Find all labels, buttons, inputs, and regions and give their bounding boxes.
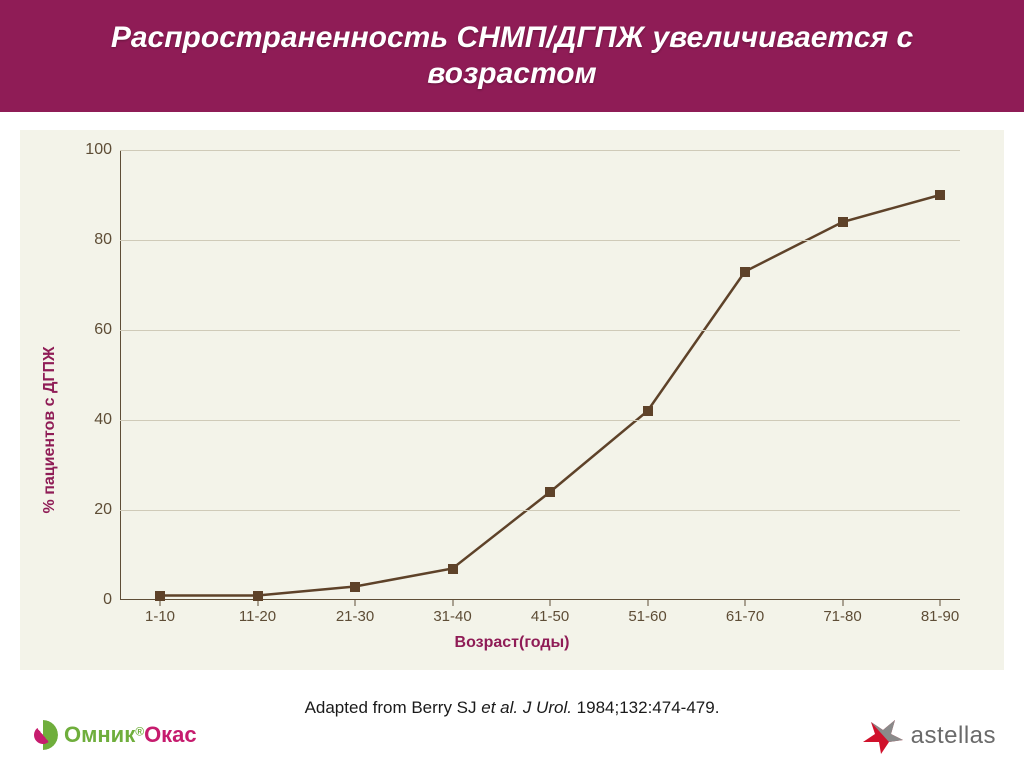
citation-suffix: 1984;132:474-479. [572, 698, 719, 717]
title-bar: Распространенность СНМП/ДГПЖ увеличивает… [0, 0, 1024, 112]
x-tick-mark [745, 600, 746, 606]
x-tick-mark [160, 600, 161, 606]
data-point-marker [448, 564, 458, 574]
plot-area: 0204060801001-1011-2021-3031-4041-5051-6… [120, 150, 960, 600]
data-point-marker [838, 217, 848, 227]
data-point-marker [350, 582, 360, 592]
x-tick-label: 61-70 [726, 608, 764, 625]
x-tick-label: 41-50 [531, 608, 569, 625]
y-tick-label: 40 [82, 411, 112, 429]
x-tick-label: 81-90 [921, 608, 959, 625]
data-point-marker [740, 267, 750, 277]
x-tick-label: 21-30 [336, 608, 374, 625]
omnic-logo-text: Омник®Окас [64, 722, 197, 748]
x-tick-label: 71-80 [823, 608, 861, 625]
y-tick-label: 60 [82, 321, 112, 339]
omnic-part2: Окас [144, 722, 197, 747]
footer: Adapted from Berry SJ et al. J Urol. 198… [0, 676, 1024, 768]
x-tick-label: 11-20 [239, 608, 276, 625]
citation: Adapted from Berry SJ et al. J Urol. 198… [0, 698, 1024, 718]
astellas-text: astellas [911, 722, 996, 750]
citation-italic: et al. J Urol. [481, 698, 572, 717]
x-tick-label: 1-10 [145, 608, 175, 625]
gridline [120, 330, 960, 331]
x-tick-mark [257, 600, 258, 606]
astellas-logo: astellas [861, 718, 996, 754]
chart-line [120, 150, 960, 600]
y-tick-label: 0 [82, 591, 112, 609]
data-point-marker [545, 487, 555, 497]
omnic-swirl-icon [28, 720, 58, 750]
data-point-marker [643, 406, 653, 416]
omnic-logo: Омник®Окас [28, 720, 197, 750]
x-tick-mark [452, 600, 453, 606]
omnic-reg: ® [135, 725, 144, 739]
x-tick-mark [647, 600, 648, 606]
y-tick-label: 20 [82, 501, 112, 519]
data-point-marker [935, 190, 945, 200]
gridline [120, 150, 960, 151]
x-tick-label: 31-40 [433, 608, 471, 625]
x-tick-mark [355, 600, 356, 606]
chart-panel: % пациентов с ДГПЖ 0204060801001-1011-20… [20, 130, 1004, 670]
slide: Распространенность СНМП/ДГПЖ увеличивает… [0, 0, 1024, 768]
y-tick-label: 80 [82, 231, 112, 249]
x-tick-mark [842, 600, 843, 606]
x-tick-mark [940, 600, 941, 606]
data-point-marker [155, 591, 165, 601]
x-axis-label: Возраст(годы) [20, 634, 1004, 652]
data-point-marker [253, 591, 263, 601]
y-axis-label: % пациентов с ДГПЖ [41, 347, 59, 514]
x-tick-label: 51-60 [628, 608, 666, 625]
gridline [120, 420, 960, 421]
omnic-part1: Омник [64, 722, 135, 747]
slide-title: Распространенность СНМП/ДГПЖ увеличивает… [40, 20, 984, 92]
gridline [120, 240, 960, 241]
astellas-star-icon [861, 718, 903, 754]
citation-prefix: Adapted from Berry SJ [305, 698, 482, 717]
gridline [120, 510, 960, 511]
y-tick-label: 100 [82, 141, 112, 159]
x-tick-mark [550, 600, 551, 606]
